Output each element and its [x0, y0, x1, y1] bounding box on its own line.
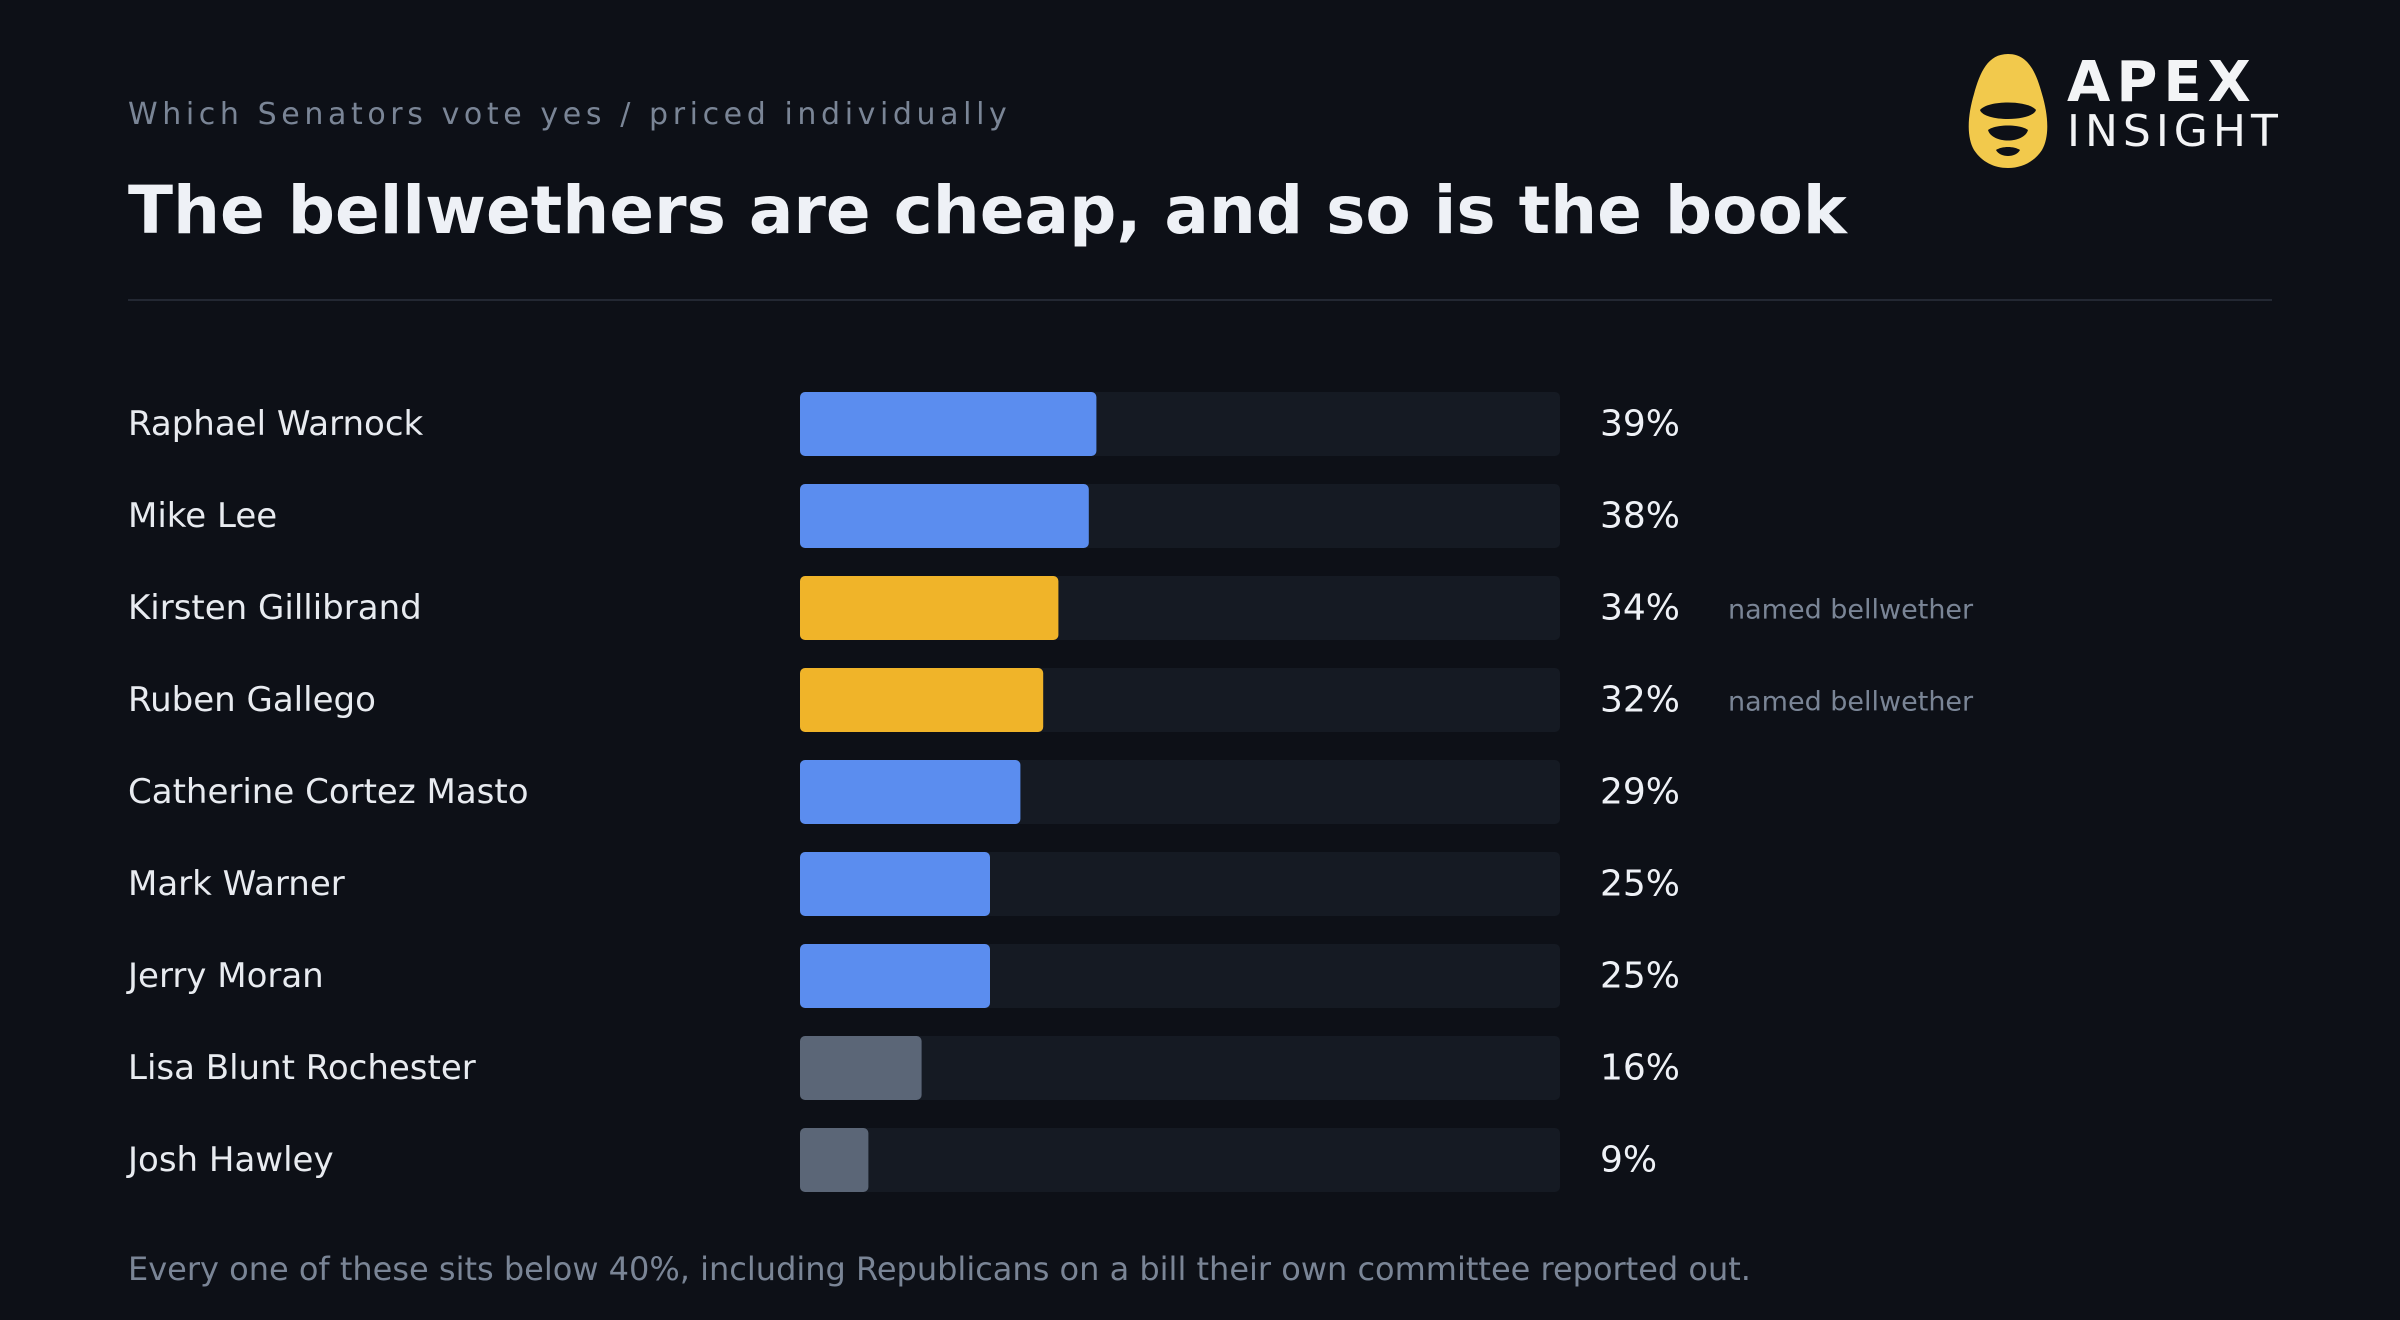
bar-row: Mike Lee 38%: [128, 484, 1680, 548]
bar-track: [800, 1128, 1560, 1192]
bar-row: Mark Warner 25%: [128, 852, 1680, 916]
category-label: Kirsten Gillibrand: [128, 588, 422, 628]
bar-row: Jerry Moran 25%: [126, 944, 1680, 1008]
bar: [800, 944, 990, 1008]
value-label: 16%: [1600, 1048, 1680, 1089]
bar-row: Ruben Gallego 32% named bellwether: [128, 668, 1974, 732]
bar-chart: Raphael Warnock 39% Mike Lee 38% Kirsten Gil…: [126, 392, 1974, 1192]
header-divider: [128, 299, 2272, 301]
logo-wordmark: APEX: [2067, 50, 2257, 115]
value-label: 39%: [1600, 404, 1680, 445]
category-label: Raphael Warnock: [128, 404, 424, 444]
value-label: 29%: [1600, 772, 1680, 813]
category-label: Ruben Gallego: [128, 680, 376, 720]
value-label: 9%: [1600, 1140, 1657, 1181]
category-label: Lisa Blunt Rochester: [128, 1048, 476, 1088]
value-label: 32%: [1600, 680, 1680, 721]
category-label: Mark Warner: [128, 864, 345, 904]
bar-row: Catherine Cortez Masto 29%: [128, 760, 1680, 824]
bar-annotation: named bellwether: [1728, 687, 1974, 718]
category-label: Catherine Cortez Masto: [128, 772, 529, 812]
bar: [800, 576, 1059, 640]
bar-row: Kirsten Gillibrand 34% named bellwether: [128, 576, 1974, 640]
category-label: Mike Lee: [128, 496, 277, 536]
bar: [800, 1128, 869, 1192]
bar: [800, 1036, 922, 1100]
category-label: Jerry Moran: [126, 956, 324, 996]
chart-footnote: Every one of these sits below 40%, inclu…: [128, 1250, 1751, 1288]
brand-logo: APEX INSIGHT: [1966, 50, 2278, 170]
bar: [800, 392, 1097, 456]
bar-row: Raphael Warnock 39%: [128, 392, 1680, 456]
value-label: 34%: [1600, 588, 1680, 629]
bar-annotation: named bellwether: [1728, 595, 1974, 626]
chart-eyebrow: Which Senators vote yes / priced individ…: [128, 97, 1012, 132]
category-label: Josh Hawley: [126, 1140, 334, 1180]
bar-row: Josh Hawley 9%: [126, 1128, 1657, 1192]
bar-row: Lisa Blunt Rochester 16%: [128, 1036, 1680, 1100]
value-label: 38%: [1600, 496, 1680, 537]
bar-track: [800, 1036, 1560, 1100]
value-label: 25%: [1600, 864, 1680, 905]
helmet-icon: [1968, 54, 2048, 168]
bar: [800, 760, 1021, 824]
logo-tagline: INSIGHT: [2067, 106, 2283, 157]
bar: [800, 484, 1089, 548]
bar: [800, 852, 990, 916]
value-label: 25%: [1600, 956, 1680, 997]
chart-title: The bellwethers are cheap, and so is the…: [128, 172, 1847, 249]
bar: [800, 668, 1044, 732]
